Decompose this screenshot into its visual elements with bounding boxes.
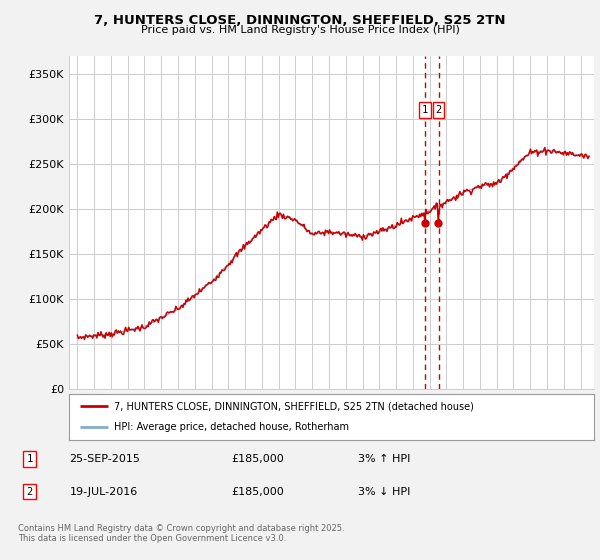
Text: 1: 1 bbox=[422, 105, 428, 115]
Text: 25-SEP-2015: 25-SEP-2015 bbox=[70, 454, 140, 464]
Text: Contains HM Land Registry data © Crown copyright and database right 2025.
This d: Contains HM Land Registry data © Crown c… bbox=[18, 524, 344, 543]
Text: 7, HUNTERS CLOSE, DINNINGTON, SHEFFIELD, S25 2TN (detached house): 7, HUNTERS CLOSE, DINNINGTON, SHEFFIELD,… bbox=[113, 401, 473, 411]
Text: £185,000: £185,000 bbox=[231, 487, 284, 497]
Text: 2: 2 bbox=[436, 105, 442, 115]
Text: 2: 2 bbox=[26, 487, 32, 497]
Text: 3% ↓ HPI: 3% ↓ HPI bbox=[358, 487, 410, 497]
Text: HPI: Average price, detached house, Rotherham: HPI: Average price, detached house, Roth… bbox=[113, 422, 349, 432]
Text: 3% ↑ HPI: 3% ↑ HPI bbox=[358, 454, 410, 464]
Text: 1: 1 bbox=[26, 454, 32, 464]
Text: £185,000: £185,000 bbox=[231, 454, 284, 464]
Text: 19-JUL-2016: 19-JUL-2016 bbox=[70, 487, 138, 497]
Text: Price paid vs. HM Land Registry's House Price Index (HPI): Price paid vs. HM Land Registry's House … bbox=[140, 25, 460, 35]
Text: 7, HUNTERS CLOSE, DINNINGTON, SHEFFIELD, S25 2TN: 7, HUNTERS CLOSE, DINNINGTON, SHEFFIELD,… bbox=[94, 14, 506, 27]
